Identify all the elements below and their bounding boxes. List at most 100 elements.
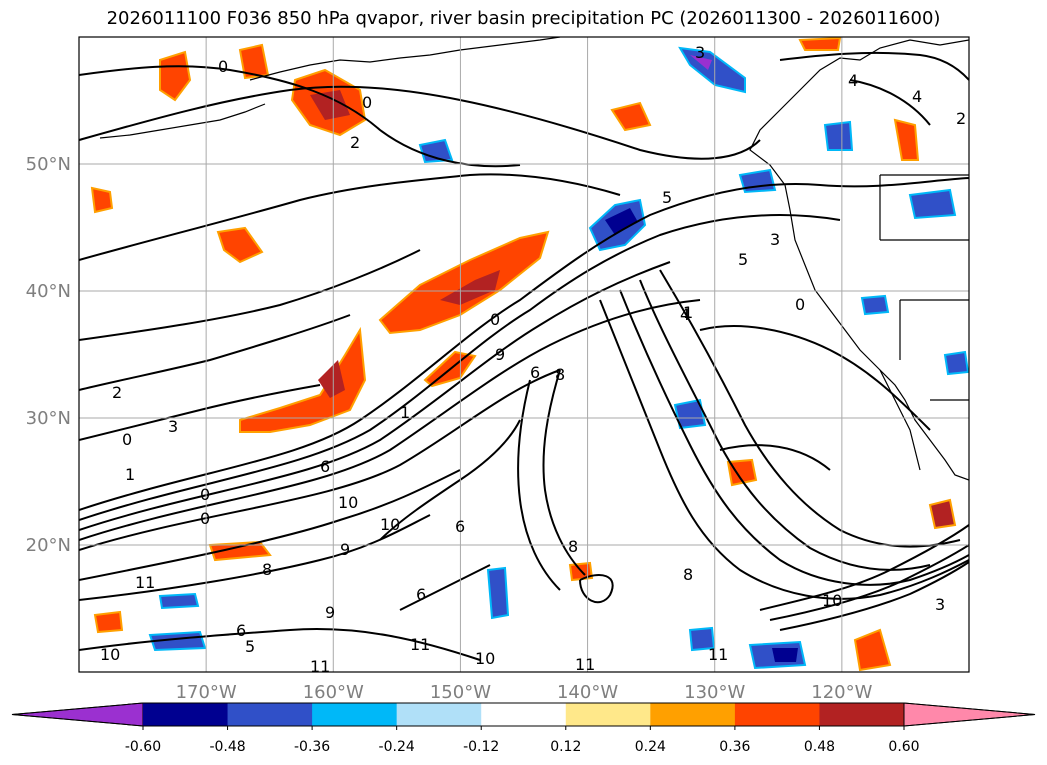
colorbar-bin — [312, 703, 398, 726]
contour-line — [79, 384, 321, 441]
contour-label: 2 — [350, 133, 360, 152]
contour-label: 11 — [708, 645, 728, 664]
contour-label: 8 — [568, 537, 578, 556]
contour-label: 5 — [662, 188, 672, 207]
colorbar-bin — [481, 703, 567, 726]
precip-blob — [90, 186, 114, 214]
lon-tick-label: 160°W — [303, 682, 364, 700]
precip-blob — [908, 188, 957, 220]
contour-label: 8 — [683, 565, 693, 584]
contour-label: 5 — [245, 637, 255, 656]
contour-label: 5 — [738, 250, 748, 269]
map-panel: 0 2 3 0 4 4 5 3 5 4 0 1 0 9 6 8 1 2 3 0 … — [26, 36, 970, 700]
contour-label: 3 — [168, 417, 178, 436]
colorbar-over-extension — [903, 702, 1036, 727]
colorbar-under-extension — [11, 702, 144, 727]
lon-tick-label: 150°W — [430, 682, 491, 700]
contour-line — [79, 261, 671, 531]
contour-label: 11 — [410, 635, 430, 654]
contour-label: 8 — [262, 560, 272, 579]
colorbar-bins — [11, 702, 1036, 727]
precip-fill-layer — [90, 37, 969, 672]
colorbar-bin — [565, 703, 651, 726]
contour-line — [79, 628, 481, 661]
aleutian-islands — [99, 103, 266, 139]
contour-label: 8 — [555, 365, 565, 384]
contour-label: 3 — [935, 595, 945, 614]
lat-tick-label: 50°N — [26, 154, 71, 175]
contour-label: 0 — [122, 430, 132, 449]
precip-blob — [853, 628, 892, 672]
colorbar-tick-label: 0.24 — [635, 739, 666, 755]
contour-line — [619, 289, 969, 586]
contour-line — [599, 299, 969, 600]
colorbar-tick-label: 0.60 — [888, 739, 919, 755]
colorbar-tick-labels: -0.60 -0.48 -0.36 -0.24 -0.12 0.12 0.24 0.36 0.4… — [125, 726, 920, 755]
precip-blob — [318, 360, 345, 398]
precip-blob — [93, 610, 124, 634]
coastlines — [99, 37, 969, 481]
contour-line — [542, 369, 586, 576]
contour-label: 11 — [310, 657, 330, 676]
baja-california — [879, 369, 921, 471]
precip-blob — [690, 55, 712, 70]
colorbar-bin — [143, 703, 229, 726]
precip-blob — [310, 90, 350, 120]
precip-blob — [893, 118, 920, 161]
contour-label: 10 — [822, 591, 842, 610]
precip-blob — [688, 626, 716, 652]
contour-label: 3 — [770, 230, 780, 249]
precip-blob — [726, 458, 758, 487]
contour-label: 1 — [125, 465, 135, 484]
contour-label: 0 — [795, 295, 805, 314]
lon-tick-label: 120°W — [811, 682, 872, 700]
contour-line — [79, 314, 351, 391]
contour-label: 10 — [338, 493, 358, 512]
contour-label: 2 — [956, 109, 966, 128]
contour-label: 6 — [320, 457, 330, 476]
lon-tick-label: 140°W — [557, 682, 618, 700]
precip-blob — [378, 230, 550, 335]
latitude-tick-labels: 20°N 30°N 40°N 50°N — [26, 154, 71, 556]
contour-label: 9 — [325, 603, 335, 622]
contour-line — [79, 299, 701, 541]
contour-line — [769, 544, 969, 621]
colorbar-tick-label: -0.12 — [463, 739, 499, 755]
precip-blob — [208, 540, 272, 562]
precip-blob — [418, 138, 454, 164]
colorbar-bin — [396, 703, 482, 726]
contour-line — [79, 177, 969, 511]
precip-blob — [610, 101, 652, 132]
contour-label: 10 — [100, 645, 120, 664]
contour-label: 11 — [135, 573, 155, 592]
contour-label: 0 — [218, 57, 228, 76]
contour-label: 2 — [112, 383, 122, 402]
contour-line — [517, 379, 561, 591]
map-frame — [78, 36, 970, 673]
precip-blob — [486, 566, 510, 620]
contour-label: 0 — [362, 93, 372, 112]
precip-blob — [772, 648, 798, 662]
contour-line — [719, 444, 831, 471]
contour-line — [699, 325, 931, 431]
colorbar-tick-label: -0.36 — [294, 739, 330, 755]
contour-line — [779, 51, 969, 81]
longitude-tick-labels: 170°W 160°W 150°W 140°W 130°W 120°W — [176, 682, 873, 700]
contour-label: 10 — [380, 515, 400, 534]
precip-blob — [798, 37, 842, 51]
contour-label-layer: 0 2 3 0 4 4 5 3 5 4 0 1 0 9 6 8 1 2 3 0 … — [100, 43, 966, 676]
contour-line — [759, 524, 969, 611]
precip-blob — [860, 294, 890, 316]
contour-label: 4 — [848, 71, 858, 90]
contour-line — [79, 85, 761, 160]
precip-blob — [216, 226, 264, 264]
precip-blob — [440, 270, 500, 305]
precip-blob — [605, 208, 638, 235]
contour-label: 1 — [683, 303, 693, 322]
contour-line — [659, 269, 961, 548]
qvapor-contours — [79, 51, 969, 661]
contour-label: 4 — [680, 305, 690, 324]
contour-label: 1 — [400, 403, 410, 422]
contour-label: 11 — [575, 655, 595, 674]
contour-line — [79, 469, 461, 581]
